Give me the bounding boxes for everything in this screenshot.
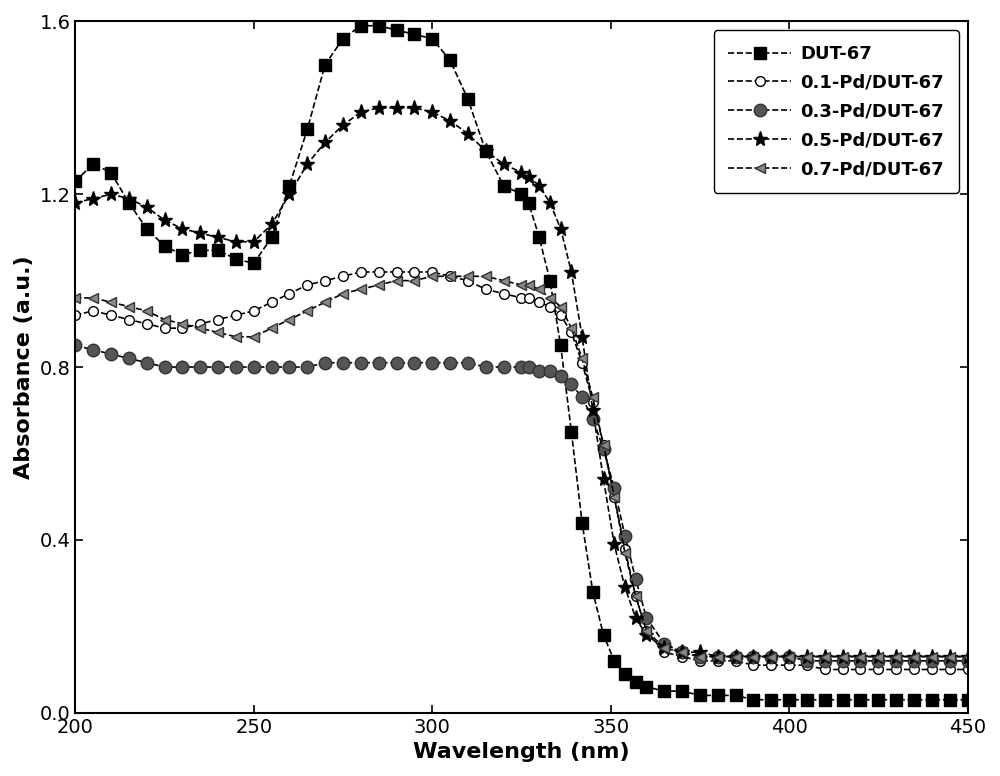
0.5-Pd/DUT-67 (640, 630, 652, 639)
Line: 0.1-Pd/DUT-67: 0.1-Pd/DUT-67 (70, 267, 972, 674)
0.5-Pd/DUT-67 (444, 116, 456, 126)
0.7-Pd/DUT-67 (426, 272, 438, 281)
0.7-Pd/DUT-67 (619, 548, 631, 557)
0.1-Pd/DUT-67 (747, 660, 759, 670)
DUT-67 (587, 587, 599, 597)
0.7-Pd/DUT-67 (69, 293, 81, 303)
0.7-Pd/DUT-67 (765, 652, 777, 661)
0.1-Pd/DUT-67 (87, 307, 99, 316)
0.1-Pd/DUT-67 (819, 665, 831, 674)
Legend: DUT-67, 0.1-Pd/DUT-67, 0.3-Pd/DUT-67, 0.5-Pd/DUT-67, 0.7-Pd/DUT-67: DUT-67, 0.1-Pd/DUT-67, 0.3-Pd/DUT-67, 0.… (714, 30, 959, 192)
0.3-Pd/DUT-67 (87, 345, 99, 355)
0.5-Pd/DUT-67 (712, 652, 724, 661)
0.3-Pd/DUT-67 (608, 483, 620, 493)
0.5-Pd/DUT-67 (69, 198, 81, 207)
0.7-Pd/DUT-67 (694, 652, 706, 661)
DUT-67 (747, 695, 759, 705)
0.3-Pd/DUT-67 (962, 656, 974, 666)
DUT-67 (640, 682, 652, 691)
0.3-Pd/DUT-67 (801, 656, 813, 666)
0.3-Pd/DUT-67 (730, 652, 742, 661)
0.3-Pd/DUT-67 (426, 358, 438, 367)
Line: DUT-67: DUT-67 (70, 20, 973, 705)
0.5-Pd/DUT-67 (765, 652, 777, 661)
DUT-67 (619, 669, 631, 678)
0.7-Pd/DUT-67 (87, 293, 99, 303)
0.7-Pd/DUT-67 (640, 626, 652, 636)
0.5-Pd/DUT-67 (373, 103, 385, 113)
0.1-Pd/DUT-67 (69, 310, 81, 320)
0.1-Pd/DUT-67 (587, 397, 599, 407)
DUT-67 (355, 21, 367, 30)
X-axis label: Wavelength (nm): Wavelength (nm) (413, 742, 630, 762)
0.7-Pd/DUT-67 (962, 652, 974, 661)
DUT-67 (765, 695, 777, 705)
0.5-Pd/DUT-67 (962, 652, 974, 661)
0.5-Pd/DUT-67 (87, 194, 99, 203)
Line: 0.3-Pd/DUT-67: 0.3-Pd/DUT-67 (69, 339, 974, 667)
DUT-67 (87, 159, 99, 168)
0.7-Pd/DUT-67 (587, 393, 599, 402)
0.3-Pd/DUT-67 (630, 574, 642, 584)
0.1-Pd/DUT-67 (640, 626, 652, 636)
0.7-Pd/DUT-67 (444, 272, 456, 281)
Line: 0.7-Pd/DUT-67: 0.7-Pd/DUT-67 (70, 272, 972, 661)
0.3-Pd/DUT-67 (576, 393, 588, 402)
0.1-Pd/DUT-67 (619, 544, 631, 553)
0.1-Pd/DUT-67 (444, 272, 456, 281)
0.1-Pd/DUT-67 (355, 267, 367, 276)
0.5-Pd/DUT-67 (587, 406, 599, 415)
0.1-Pd/DUT-67 (962, 665, 974, 674)
0.5-Pd/DUT-67 (619, 583, 631, 592)
DUT-67 (444, 56, 456, 65)
DUT-67 (962, 695, 974, 705)
Line: 0.5-Pd/DUT-67: 0.5-Pd/DUT-67 (68, 100, 975, 664)
Y-axis label: Absorbance (a.u.): Absorbance (a.u.) (14, 255, 34, 479)
DUT-67 (69, 177, 81, 186)
0.3-Pd/DUT-67 (69, 341, 81, 350)
